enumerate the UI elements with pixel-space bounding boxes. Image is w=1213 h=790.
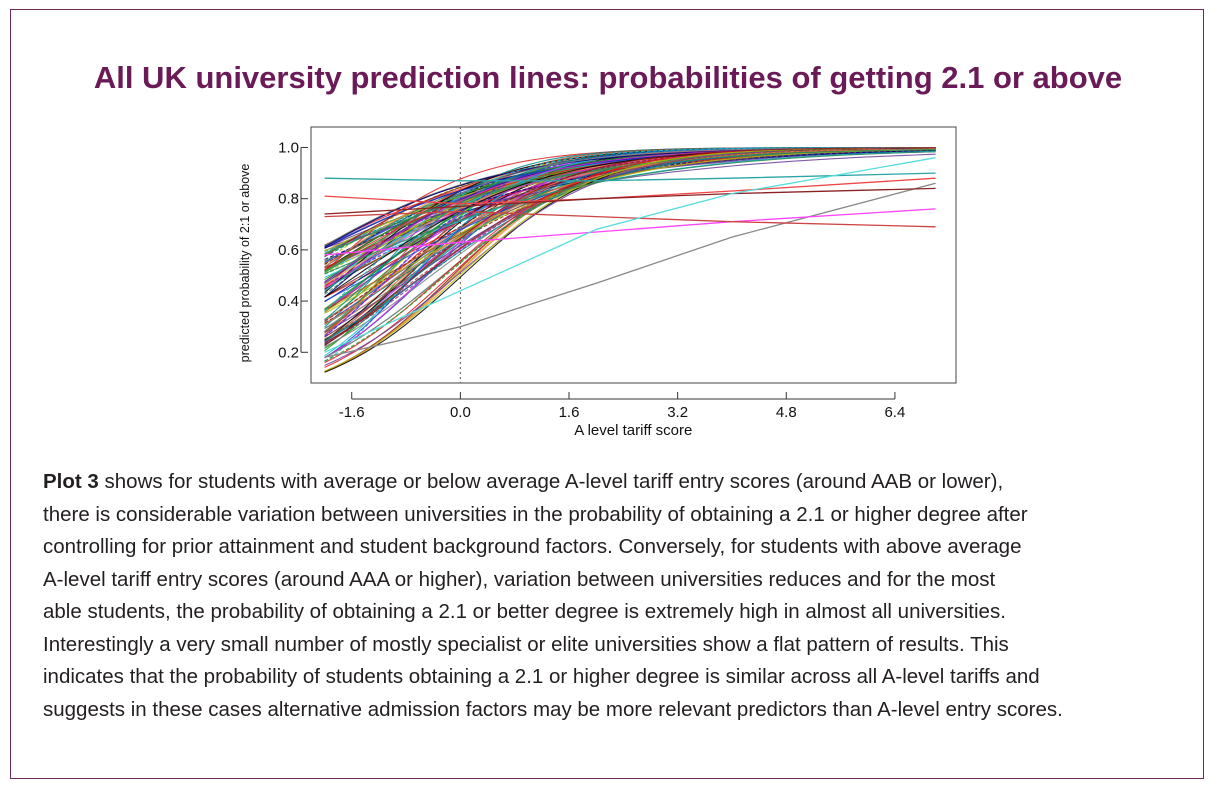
- caption-line: able students, the probability of obtain…: [43, 600, 1006, 623]
- y-axis-label: predicted probability of 2:1 or above: [238, 164, 252, 363]
- bundle-curve: [324, 147, 936, 362]
- x-tick-label: 1.6: [559, 404, 580, 421]
- series-lines: [324, 157, 936, 359]
- caption-line: indicates that the probability of studen…: [43, 665, 1040, 688]
- page-title: All UK university prediction lines: prob…: [93, 60, 1123, 95]
- y-tick-label: 0.2: [278, 344, 299, 361]
- x-tick-label: 4.8: [776, 404, 797, 421]
- caption-line: Plot 3 shows for students with average o…: [43, 466, 1193, 499]
- y-tick-label: 0.6: [278, 242, 299, 259]
- bundle-curve: [324, 151, 936, 275]
- series-line: [324, 187, 936, 215]
- bundle-curve: [324, 147, 936, 340]
- caption-line: controlling for prior attainment and stu…: [43, 535, 1022, 558]
- x-tick-label: 6.4: [884, 404, 905, 421]
- x-tick-label: 0.0: [450, 404, 471, 421]
- series-line: [324, 172, 936, 182]
- y-tick-label: 0.4: [278, 293, 299, 310]
- bundle-curve: [324, 147, 936, 346]
- x-tick-label: 3.2: [667, 404, 688, 421]
- x-tick-label: -1.6: [339, 404, 365, 421]
- series-line: [324, 208, 936, 256]
- x-axis-label: A level tariff score: [574, 422, 692, 439]
- prediction-lines-chart: -1.6 0.0 1.6 3.2 4.8 6.4 0.2 0.4 0.6 0.8 1.0 A lev…: [238, 126, 957, 439]
- y-tick-label: 0.8: [278, 191, 299, 208]
- caption-line: there is considerable variation between …: [43, 502, 1028, 526]
- axes: -1.6 0.0 1.6 3.2 4.8 6.4 0.2 0.4 0.6 0.8 1.0: [278, 139, 905, 421]
- content-frame: All UK university prediction lines: prob…: [10, 9, 1204, 779]
- caption-line: A-level tariff entry scores (around AAA …: [43, 567, 996, 591]
- bundle-lines: [324, 146, 936, 373]
- caption-line: Interestingly a very small number of mos…: [43, 632, 1009, 656]
- caption-line: suggests in these cases alternative admi…: [43, 697, 1063, 721]
- caption-line-text: shows for students with average or below…: [98, 470, 1004, 493]
- caption-lead: Plot 3: [43, 470, 99, 493]
- bundle-curve: [324, 147, 936, 325]
- series-line: [324, 182, 936, 359]
- caption: Plot 3 shows for students with average o…: [43, 466, 1193, 726]
- y-tick-label: 1.0: [278, 139, 299, 156]
- series-line: [324, 210, 936, 228]
- series-line: [324, 157, 936, 353]
